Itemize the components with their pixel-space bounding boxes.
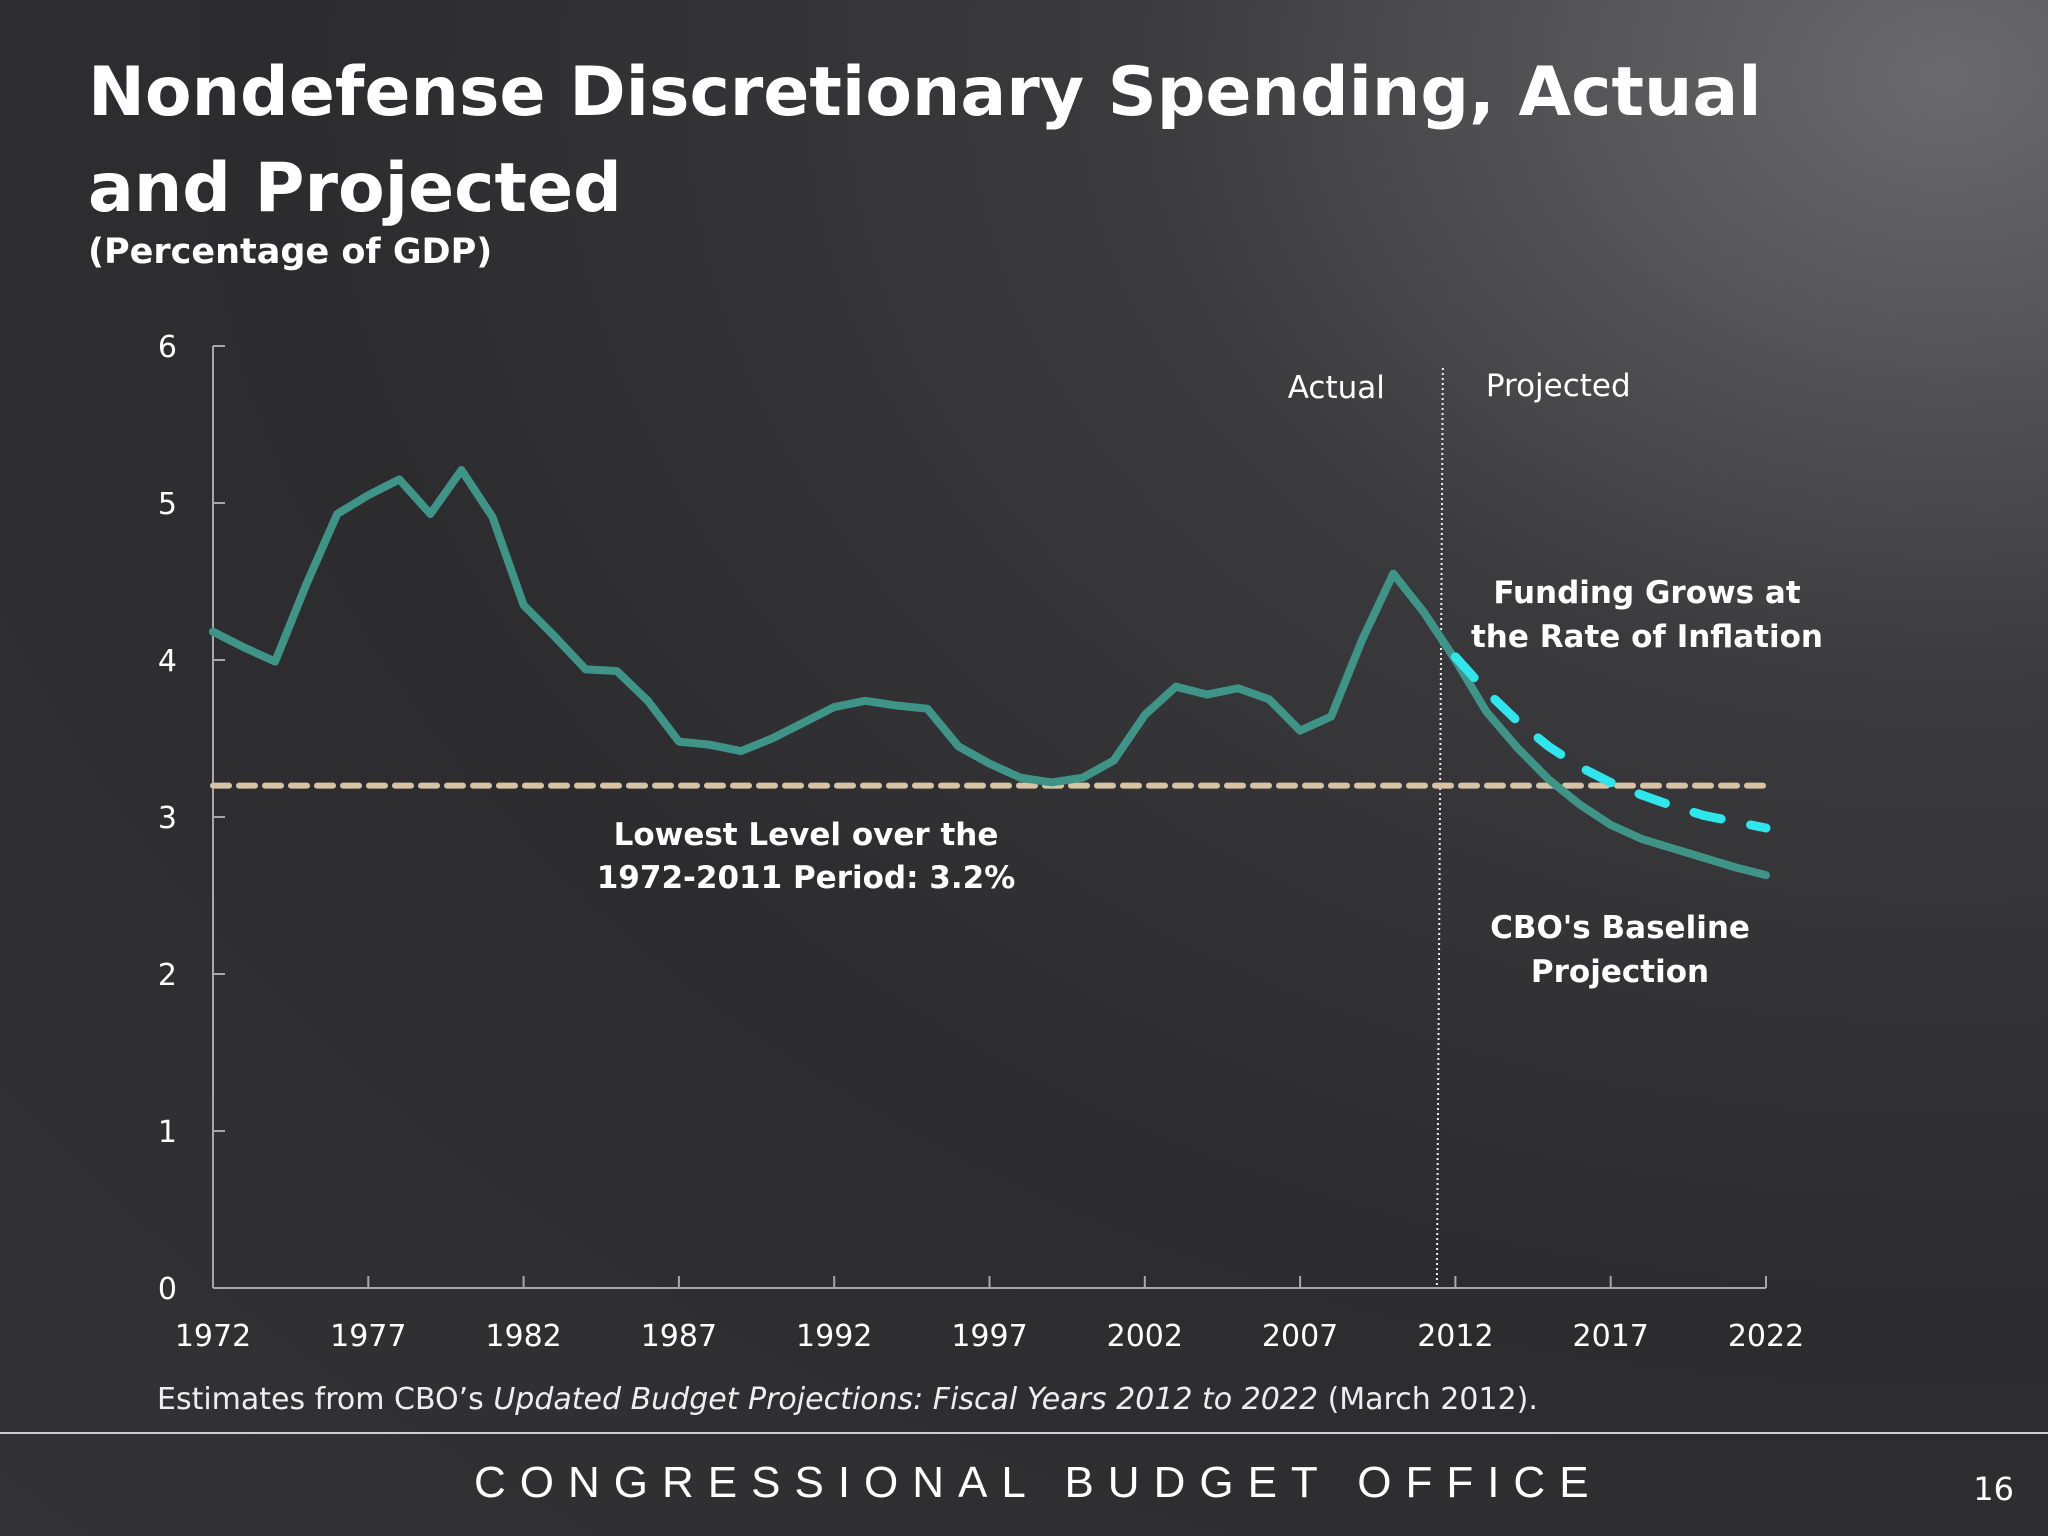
x-tick-label: 1977 [330,1319,406,1354]
x-tick-label: 2022 [1728,1319,1804,1354]
x-tick-label: 2007 [1262,1319,1338,1354]
reference-label: 1972-2011 Period: 3.2% [597,860,1016,896]
footer-divider [0,1432,2048,1434]
y-tick-label: 6 [158,330,177,365]
y-tick-label: 4 [158,644,177,679]
inflation-series-line [1450,652,1771,833]
baseline-series-line [209,466,1770,880]
x-tick-label: 1997 [951,1319,1027,1354]
y-tick-label: 5 [158,487,177,522]
footer-org: CONGRESSIONAL BUDGET OFFICE [474,1458,1603,1507]
x-tick-label: 2012 [1417,1319,1493,1354]
page-number: 16 [1973,1470,2014,1508]
x-tick-label: 1987 [641,1319,717,1354]
y-tick-label: 2 [158,958,177,993]
source-prefix: Estimates from CBO’s [157,1382,494,1417]
actual-projected-divider [1435,367,1444,1289]
y-tick-label: 0 [158,1272,177,1307]
series-label: Funding Grows at [1493,575,1800,611]
source-title: Updated Budget Projections: Fiscal Years… [493,1382,1319,1417]
y-tick-label: 3 [158,801,177,836]
reference-label: Lowest Level over the [614,817,999,853]
x-tick-label: 2002 [1107,1319,1183,1354]
source-suffix: (March 2012). [1318,1382,1538,1417]
x-tick-label: 1992 [796,1319,872,1354]
actual-label: Actual [1288,370,1385,406]
x-tick-label: 1982 [485,1319,561,1354]
y-tick-label: 1 [158,1115,177,1150]
chart-title: Nondefense Discretionary Spending, Actua… [88,53,1762,228]
x-tick-label: 2017 [1573,1319,1649,1354]
x-tick-label: 1972 [175,1319,251,1354]
series-label: the Rate of Inflation [1471,619,1823,655]
projected-label: Projected [1486,368,1631,404]
series-label: CBO's Baseline [1490,910,1750,946]
series-label: Projection [1531,954,1709,990]
chart-subtitle: (Percentage of GDP) [88,232,493,272]
source-note: Estimates from CBO’s Updated Budget Proj… [157,1382,1538,1417]
